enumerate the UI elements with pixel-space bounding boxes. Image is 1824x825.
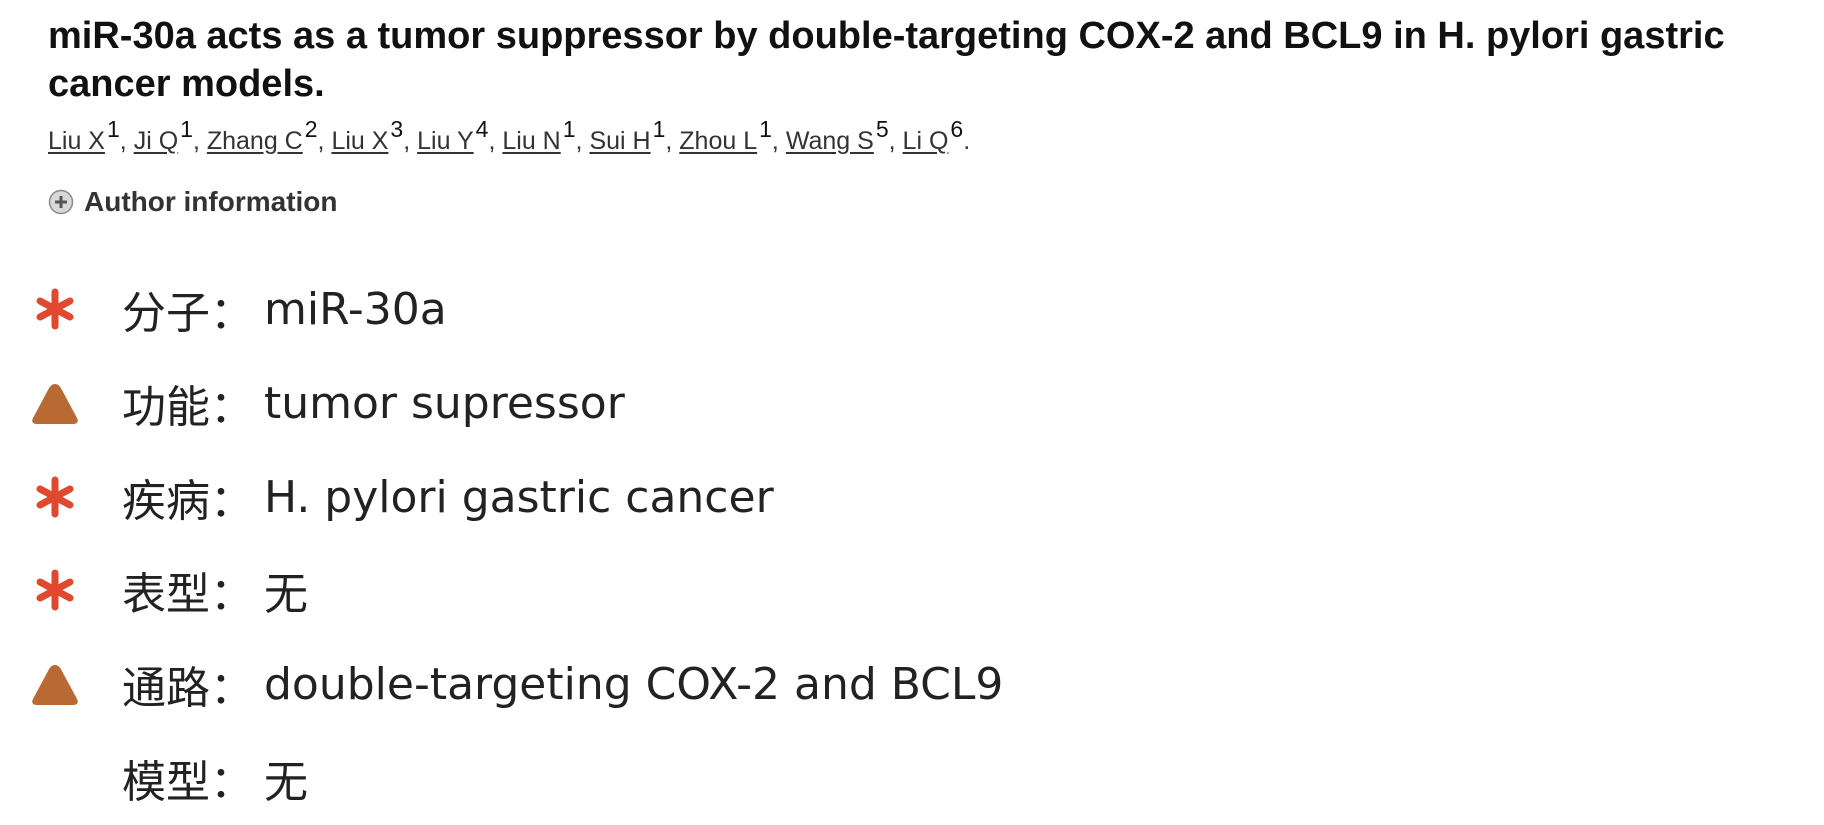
annotation-row: 功能： tumor supressor (0, 356, 1824, 450)
author-separator: , (575, 127, 590, 155)
author-link[interactable]: Zhou L (679, 127, 758, 155)
author-link[interactable]: Liu X (331, 127, 389, 155)
brown-triangle-icon (28, 376, 82, 430)
author-information-toggle[interactable]: Author information (48, 186, 338, 218)
empty-marker (28, 751, 82, 805)
annotation-label: 模型： (122, 757, 254, 808)
author-separator: , (771, 127, 786, 155)
annotation-value: 无 (264, 569, 308, 620)
annotation-label: 表型： (122, 569, 254, 620)
annotation-value: double-targeting COX-2 and BCL9 (264, 658, 1004, 710)
annotation-value: H. pylori gastric cancer (264, 471, 774, 523)
annotation-value: 无 (264, 757, 308, 808)
author-affiliation-number: 3 (390, 116, 404, 142)
author-separator: , (403, 127, 418, 155)
author-separator: , (119, 127, 134, 155)
author-separator: , (317, 127, 332, 155)
annotation-label: 分子： (122, 288, 254, 339)
author-affiliation-number: 6 (950, 116, 964, 142)
annotation-row: 模型：无 (0, 731, 1824, 825)
annotation-label: 通路： (122, 663, 254, 714)
author-separator: , (192, 127, 207, 155)
author-link[interactable]: Liu N (502, 127, 561, 155)
plus-circle-icon[interactable] (48, 189, 74, 215)
red-asterisk-icon (28, 470, 82, 524)
author-link[interactable]: Ji Q (133, 127, 179, 155)
author-affiliation-number: 5 (875, 116, 889, 142)
red-asterisk-icon (28, 282, 82, 336)
author-separator: , (665, 127, 680, 155)
annotation-row: 表型：无 (0, 543, 1824, 637)
annotation-row: 通路： double-targeting COX-2 and BCL9 (0, 637, 1824, 731)
brown-triangle-icon (28, 657, 82, 711)
author-link[interactable]: Zhang C (206, 127, 303, 155)
annotation-label: 功能： (122, 382, 254, 433)
annotation-label: 疾病： (122, 476, 254, 527)
annotation-row: 分子： miR-30a (0, 262, 1824, 356)
author-separator: , (488, 127, 503, 155)
author-link[interactable]: Sui H (589, 127, 651, 155)
annotation-value: tumor supressor (264, 377, 625, 429)
author-link[interactable]: Liu Y (417, 127, 474, 155)
author-affiliation-number: 1 (106, 116, 120, 142)
author-affiliation-number: 2 (304, 116, 318, 142)
annotation-row: 疾病： H. pylori gastric cancer (0, 450, 1824, 544)
annotation-value: miR-30a (264, 283, 447, 335)
author-affiliation-number: 1 (652, 116, 666, 142)
author-affiliation-number: 1 (562, 116, 576, 142)
author-link[interactable]: Wang S (785, 127, 874, 155)
article-page: miR-30a acts as a tumor suppressor by do… (0, 15, 1824, 808)
author-link[interactable]: Liu X (48, 127, 105, 155)
author-affiliation-number: 1 (180, 116, 193, 142)
author-affiliation-number: 1 (759, 116, 772, 142)
author-separator: , (888, 127, 903, 155)
author-separator: . (963, 127, 971, 155)
red-asterisk-icon (28, 563, 82, 617)
author-link[interactable]: Li Q (902, 127, 949, 155)
author-affiliation-number: 4 (475, 116, 489, 142)
author-information-label[interactable]: Author information (84, 186, 338, 217)
author-list: Liu X1, Ji Q1, Zhang C2, Liu X3, Liu Y4,… (48, 116, 971, 158)
article-title: miR-30a acts as a tumor suppressor by do… (48, 15, 1725, 105)
